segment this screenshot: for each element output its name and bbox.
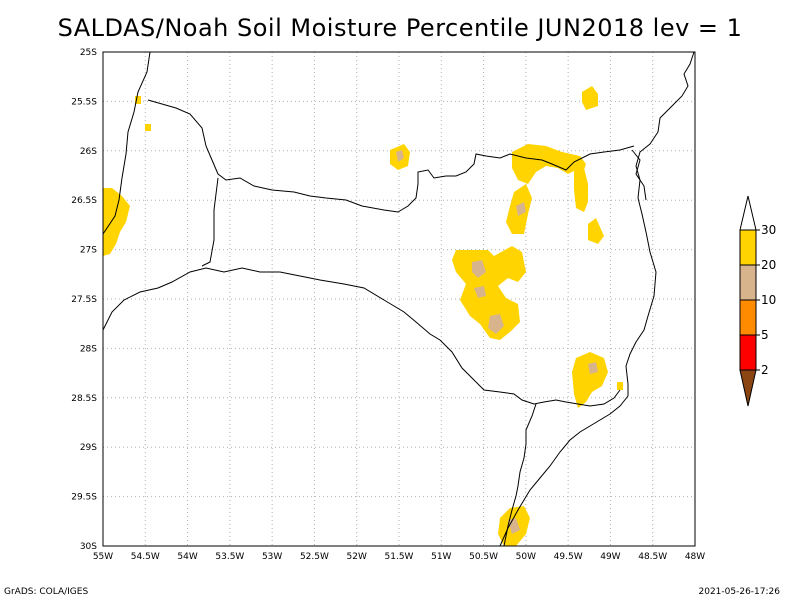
region-yellow xyxy=(582,86,598,110)
lat-tick-label: 27.5S xyxy=(71,295,97,305)
region-yellow xyxy=(617,382,623,390)
lon-tick-label: 53.5W xyxy=(215,552,244,562)
gridlines xyxy=(103,52,695,546)
colorbar-10 xyxy=(739,299,757,336)
lon-tick-label: 51W xyxy=(431,552,451,562)
colorbar-top-arrow xyxy=(739,195,757,231)
colorbar-20 xyxy=(739,264,757,301)
lon-tick-label: 48.5W xyxy=(638,552,667,562)
colorbar-5 xyxy=(739,334,757,371)
lat-tick-label: 29S xyxy=(80,443,97,453)
region-yellow xyxy=(135,96,141,104)
region-yellow xyxy=(572,352,608,408)
colorbar-label-2: 2 xyxy=(761,363,769,377)
borders xyxy=(102,51,695,547)
longitude-ticks: 55W 54.5W 54W 53.5W 53W 52.5W 52W 51.5W 51W 50.5W… xyxy=(93,552,705,562)
lon-tick-label: 48W xyxy=(685,552,705,562)
region-tan xyxy=(516,202,526,216)
lon-tick-label: 54.5W xyxy=(131,552,160,562)
lat-tick-label: 26S xyxy=(80,147,97,157)
lon-tick-label: 52W xyxy=(347,552,367,562)
lat-tick-label: 28S xyxy=(80,344,97,354)
map-title: SALDAS/Noah Soil Moisture Percentile JUN… xyxy=(57,14,743,42)
colorbar-label-20: 20 xyxy=(761,258,776,272)
uruguay-border xyxy=(503,403,537,547)
region-yellow xyxy=(103,188,130,256)
lon-tick-label: 53W xyxy=(262,552,282,562)
colorbar-bottom-arrow xyxy=(739,369,757,407)
colorbar-label-5: 5 xyxy=(761,328,769,342)
border-inner-vertical xyxy=(201,177,219,267)
lon-tick-label: 50.5W xyxy=(469,552,498,562)
shaded-regions xyxy=(103,86,623,546)
colorbar-label-30: 30 xyxy=(761,223,776,237)
region-yellow xyxy=(512,144,586,184)
lon-tick-label: 54W xyxy=(177,552,197,562)
lagoon xyxy=(631,149,647,201)
region-tan xyxy=(396,150,404,162)
colorbar-label-10: 10 xyxy=(761,293,776,307)
colorbar: 30 20 10 5 2 xyxy=(739,195,776,407)
lat-tick-label: 25S xyxy=(80,48,97,58)
lat-tick-label: 26.5S xyxy=(71,196,97,206)
coastline xyxy=(499,51,695,547)
region-yellow xyxy=(452,246,526,340)
region-tan xyxy=(588,362,598,374)
region-yellow xyxy=(574,168,588,212)
state-border-parana-sc-west xyxy=(147,99,635,213)
region-yellow xyxy=(588,218,604,244)
plot-frame xyxy=(102,51,696,547)
region-tan xyxy=(472,260,486,278)
lat-tick-label: 30S xyxy=(80,542,97,552)
rs-sc-border xyxy=(102,267,621,407)
lat-tick-label: 29.5S xyxy=(71,493,97,503)
colorbar-30 xyxy=(739,229,757,266)
lon-tick-label: 51.5W xyxy=(385,552,414,562)
lon-tick-label: 49W xyxy=(600,552,620,562)
region-yellow xyxy=(145,124,151,131)
region-tan xyxy=(474,286,486,298)
region-tan xyxy=(488,314,504,334)
lat-tick-label: 28.5S xyxy=(71,394,97,404)
footer-timestamp: 2021-05-26-17:26 xyxy=(698,587,781,597)
lon-tick-label: 52.5W xyxy=(300,552,329,562)
lat-tick-label: 25.5S xyxy=(71,97,97,107)
lat-tick-label: 27S xyxy=(80,246,97,256)
latitude-ticks: 25S 25.5S 26S 26.5S 27S 27.5S 28S 28.5S 29S 29.5S… xyxy=(71,48,97,552)
footer-credit: GrADS: COLA/IGES xyxy=(4,587,89,597)
lon-tick-label: 50W xyxy=(516,552,536,562)
lon-tick-label: 55W xyxy=(93,552,113,562)
argentina-brazil-border xyxy=(102,51,151,235)
lon-tick-label: 49.5W xyxy=(554,552,583,562)
